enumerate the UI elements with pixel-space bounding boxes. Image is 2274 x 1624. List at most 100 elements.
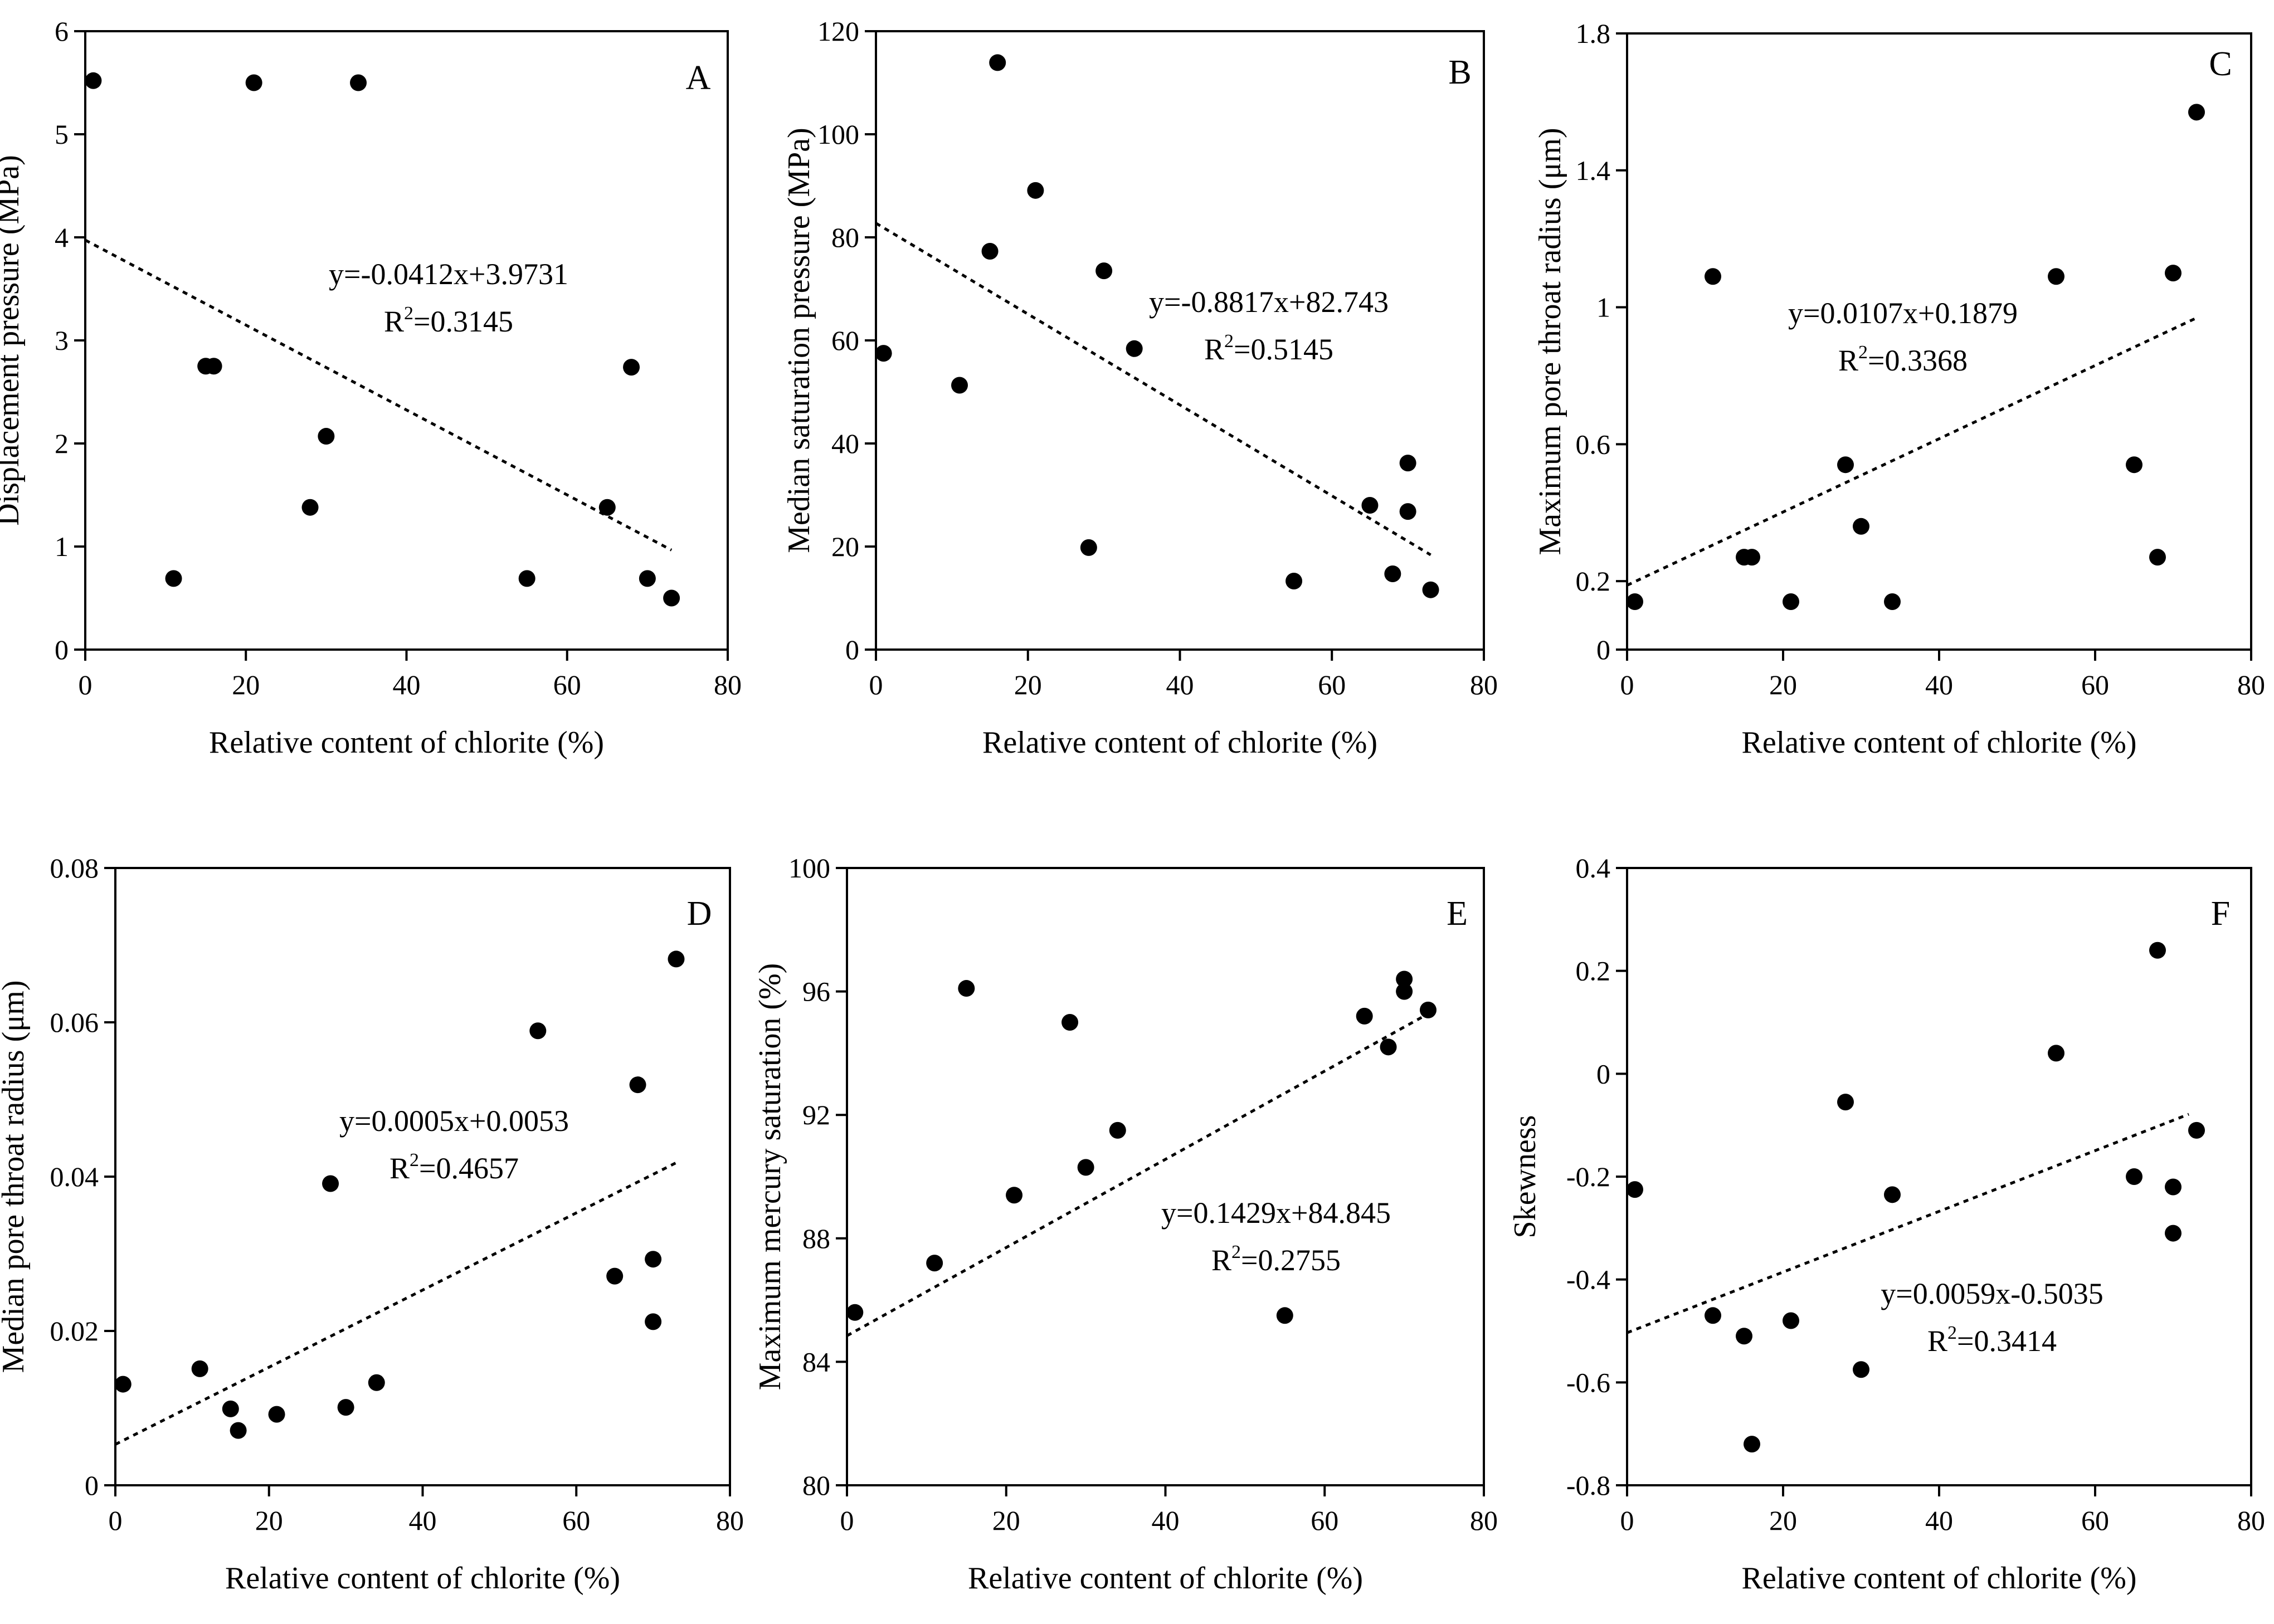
regression-equation: y=-0.8817x+82.743 — [1149, 285, 1389, 319]
data-point — [2149, 549, 2166, 566]
plot-frame — [875, 30, 1485, 651]
data-point — [926, 1255, 943, 1272]
y-axis-label: Median saturation pressure (MPa) — [782, 128, 816, 553]
data-point — [1006, 1187, 1023, 1204]
y-tick-label: 96 — [802, 976, 830, 1007]
y-tick-label: 0.2 — [1576, 565, 1611, 597]
x-tick-label: 20 — [992, 1505, 1020, 1536]
data-point — [1396, 983, 1413, 1000]
data-point — [191, 1360, 208, 1377]
data-point — [1285, 572, 1303, 589]
x-tick-label: 60 — [2081, 1505, 2109, 1536]
data-point — [518, 570, 535, 587]
y-axis-label: Median pore throat radius (μm) — [0, 981, 31, 1373]
data-point — [958, 980, 975, 997]
data-point — [1422, 581, 1439, 598]
data-point — [205, 358, 222, 375]
data-point — [368, 1374, 385, 1391]
y-tick-label: 60 — [831, 325, 859, 356]
data-point — [1384, 565, 1401, 583]
regression-equation: y=0.1429x+84.845 — [1161, 1196, 1391, 1230]
data-point — [1783, 1312, 1799, 1329]
y-tick-label: 0.02 — [50, 1315, 99, 1347]
data-point — [245, 74, 262, 91]
x-axis-label: Relative content of chlorite (%) — [1741, 725, 2136, 760]
r-squared: R2=0.4657 — [389, 1150, 519, 1185]
data-point — [337, 1399, 354, 1416]
y-tick-label: 4 — [55, 222, 69, 253]
y-axis-label: Displacement pressure (MPa) — [0, 155, 26, 526]
x-tick-label: 20 — [1769, 1505, 1797, 1536]
data-point — [1276, 1307, 1293, 1324]
data-point — [1627, 1181, 1643, 1198]
data-point — [1077, 1159, 1094, 1176]
data-point — [165, 570, 182, 587]
x-tick-label: 40 — [1925, 669, 1953, 700]
panel-c: 0 20 40 60 80 0 0.2 0.6 1 1.4 1.8 Relative content … — [1533, 18, 2265, 760]
data-point — [1705, 1307, 1721, 1324]
data-point — [1080, 539, 1097, 556]
panel-letter: A — [686, 59, 711, 97]
data-point — [322, 1175, 339, 1192]
data-point — [301, 499, 319, 516]
x-axis-label: Relative content of chlorite (%) — [968, 1561, 1363, 1596]
panel-letter: E — [1447, 895, 1468, 933]
y-tick-label: -0.6 — [1566, 1367, 1610, 1398]
x-axis-label: Relative content of chlorite (%) — [982, 725, 1377, 760]
x-tick-label: 0 — [1620, 669, 1634, 700]
r-squared: R2=0.2755 — [1211, 1242, 1341, 1277]
panel-e: 0 20 40 60 80 80 84 88 92 96 100 Relative content o… — [753, 852, 1498, 1596]
regression-equation: y=-0.0412x+3.9731 — [329, 257, 568, 291]
y-tick-label: 6 — [55, 16, 69, 47]
data-point — [645, 1313, 662, 1330]
r-squared: R2=0.3145 — [384, 303, 513, 338]
data-point — [1744, 549, 1760, 566]
y-tick-label: 0.06 — [50, 1007, 99, 1038]
y-tick-label: 0.2 — [1576, 955, 1611, 987]
y-tick-label: 0.04 — [50, 1161, 99, 1192]
y-axis-label: Maximum pore throat radius (μm) — [1533, 128, 1567, 555]
x-tick-label: 0 — [79, 669, 92, 700]
data-point — [1837, 1094, 1854, 1111]
x-tick-label: 20 — [1014, 669, 1042, 700]
regression-line — [1627, 1113, 2189, 1334]
data-point — [1884, 593, 1901, 610]
y-tick-label: 20 — [831, 531, 859, 562]
x-tick-label: 0 — [109, 1505, 123, 1536]
data-point — [623, 359, 640, 376]
data-point — [2188, 104, 2205, 121]
y-tick-label: 2 — [55, 428, 69, 459]
regression-line — [1626, 316, 2198, 587]
y-tick-label: -0.8 — [1566, 1470, 1610, 1501]
y-tick-label: 100 — [788, 852, 830, 884]
x-tick-label: 40 — [393, 669, 421, 700]
data-point — [230, 1422, 247, 1439]
data-point — [639, 570, 656, 587]
regression-line — [846, 1012, 1429, 1337]
data-point — [1361, 497, 1379, 514]
data-point — [2165, 1178, 2182, 1196]
data-point — [1126, 340, 1143, 357]
data-point — [1884, 1186, 1901, 1203]
data-point — [1095, 262, 1113, 280]
data-point — [668, 950, 685, 968]
data-point — [1736, 1328, 1752, 1345]
y-tick-label: 0.08 — [50, 852, 99, 884]
regression-equation: y=0.0059x-0.5035 — [1881, 1277, 2103, 1310]
data-point — [2048, 1045, 2064, 1062]
data-point — [1853, 1361, 1869, 1378]
y-tick-label: 0 — [55, 634, 69, 665]
data-point — [598, 499, 616, 516]
data-point — [1399, 455, 1416, 472]
data-point — [222, 1400, 239, 1417]
regression-equation: y=0.0107x+0.1879 — [1788, 296, 2018, 330]
r-squared: R2=0.5145 — [1204, 331, 1333, 366]
data-point — [268, 1406, 285, 1423]
data-point — [875, 345, 892, 362]
y-tick-label: 5 — [55, 119, 69, 150]
y-tick-label: 0.4 — [1576, 852, 1611, 884]
panel-f: 0 20 40 60 80 -0.8 -0.6 -0.4 -0.2 0 0.2 0.4 Relative… — [1508, 852, 2265, 1596]
data-point — [951, 377, 968, 394]
panel-letter: F — [2211, 895, 2230, 933]
panel-d: 0 20 40 60 80 0 0.02 0.04 0.06 0.08 Relative conte… — [0, 852, 744, 1596]
